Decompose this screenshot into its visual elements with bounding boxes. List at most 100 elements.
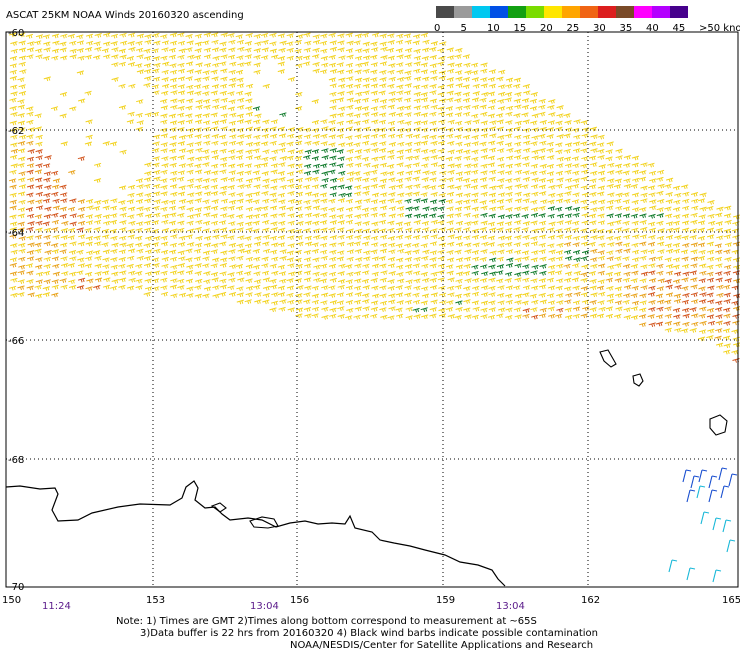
wind-barb: [296, 169, 304, 175]
wind-barb: [210, 213, 218, 219]
wind-barb: [361, 32, 369, 38]
wind-barb: [522, 198, 530, 204]
wind-barb: [530, 236, 538, 241]
wind-barb: [506, 105, 514, 111]
wind-barb: [615, 169, 623, 175]
lon-label: 165: [722, 595, 740, 606]
wind-barb: [212, 293, 220, 299]
wind-barb: [455, 257, 464, 263]
wind-barb: [69, 106, 77, 112]
wind-barb: [412, 307, 420, 313]
wind-barb: [539, 120, 547, 125]
wind-barb: [35, 257, 43, 262]
wind-barb: [696, 485, 706, 499]
wind-barb: [177, 90, 186, 96]
wind-barb: [244, 170, 252, 176]
wind-barb: [286, 171, 295, 177]
wind-barb: [606, 183, 614, 189]
wind-barb: [212, 104, 220, 110]
wind-barb: [690, 212, 698, 218]
wind-barb: [656, 263, 664, 269]
wind-barb: [101, 199, 109, 205]
wind-barb: [228, 149, 236, 154]
wind-barb: [622, 299, 630, 305]
wind-barb: [102, 220, 111, 226]
wind-barb: [664, 213, 673, 219]
wind-barb: [380, 314, 388, 320]
wind-barb: [648, 235, 656, 240]
wind-barb: [421, 221, 430, 226]
wind-barb: [714, 243, 723, 249]
wind-barb: [420, 300, 428, 306]
wind-barb: [17, 113, 25, 118]
wind-barb: [639, 300, 647, 306]
wind-barb: [220, 68, 228, 74]
wind-barb: [614, 300, 623, 306]
wind-barb: [169, 120, 178, 126]
wind-barb: [606, 213, 614, 219]
wind-barb: [202, 91, 210, 96]
wind-barb: [690, 242, 699, 248]
wind-barb: [513, 83, 521, 89]
legend-tick-label: >50 knots: [699, 23, 740, 34]
wind-barb: [463, 299, 471, 304]
wind-barb: [277, 171, 285, 176]
wind-barb: [9, 184, 17, 190]
wind-barb: [136, 69, 145, 75]
wind-barb: [681, 277, 689, 283]
wind-barb: [227, 205, 235, 211]
wind-barb: [513, 177, 521, 183]
wind-barb: [19, 69, 27, 74]
wind-barb: [463, 183, 471, 189]
wind-barb: [17, 227, 25, 233]
wind-barb: [487, 314, 496, 320]
wind-barb: [689, 270, 698, 276]
wind-barb: [17, 120, 26, 126]
wind-barb: [111, 242, 119, 248]
wind-barb: [320, 163, 328, 169]
wind-barb: [18, 236, 26, 241]
wind-barb: [446, 270, 454, 276]
wind-barb: [379, 83, 387, 89]
wind-barb: [52, 234, 60, 240]
wind-barb: [728, 473, 738, 487]
wind-barb: [145, 249, 153, 255]
wind-barb: [446, 97, 454, 103]
wind-barb: [294, 257, 302, 263]
wind-barb: [539, 307, 547, 313]
wind-barb: [706, 314, 715, 320]
wind-barb: [723, 313, 731, 319]
wind-barb: [388, 63, 396, 68]
balleny-island-2: [632, 373, 644, 387]
wind-barb: [572, 148, 581, 153]
wind-barb: [152, 263, 160, 268]
wind-barb: [732, 257, 740, 263]
wind-barb: [479, 104, 487, 110]
legend-tick-label: 45: [673, 23, 686, 34]
wind-barb: [724, 257, 732, 262]
wind-barb: [212, 55, 220, 61]
wind-barb: [177, 40, 186, 46]
wind-barb: [405, 227, 413, 233]
wind-barb: [379, 242, 388, 248]
wind-barb: [413, 120, 422, 126]
wind-barb: [102, 234, 110, 240]
wind-barb: [622, 277, 630, 283]
wind-barb: [471, 163, 479, 168]
wind-barb: [446, 300, 454, 305]
wind-barb: [321, 177, 329, 183]
wind-barb: [573, 257, 581, 262]
wind-barb: [580, 286, 589, 291]
wind-barb: [228, 47, 236, 53]
wind-barb: [429, 277, 437, 283]
wind-barb: [547, 300, 556, 306]
wind-barb: [732, 336, 740, 342]
wind-barb: [565, 292, 573, 298]
wind-barb: [338, 192, 346, 198]
wind-barb: [480, 264, 488, 270]
wind-barb: [538, 205, 546, 211]
wind-barb: [67, 235, 75, 240]
wind-barb: [337, 69, 345, 75]
wind-barb: [470, 198, 479, 204]
wind-barb: [295, 92, 303, 97]
